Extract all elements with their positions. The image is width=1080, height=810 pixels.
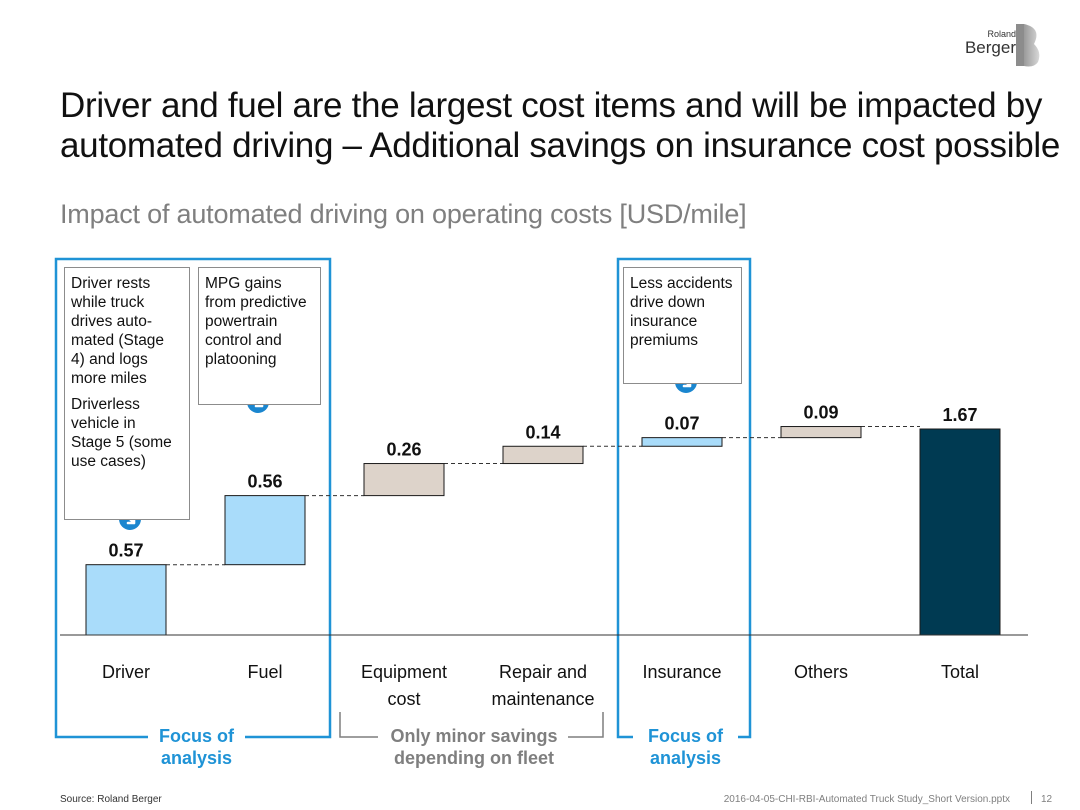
value-labels: 0.57 0.56 0.26 0.14 0.07 0.09 1.67 — [108, 403, 977, 561]
fuel-note: MPG gains from predictive powertrain con… — [198, 267, 321, 405]
category-label: Total — [941, 662, 979, 682]
value-label: 0.09 — [803, 403, 838, 423]
focus-label-right: Focus of analysis — [637, 725, 734, 769]
bar-total — [919, 428, 1001, 636]
fuel-note-text: MPG gains from predictive powertrain con… — [205, 275, 307, 368]
focus-label-left: Focus of analysis — [148, 725, 245, 769]
bar-driver — [85, 564, 167, 636]
value-label: 0.57 — [108, 541, 143, 561]
footer-source: Source: Roland Berger — [60, 794, 162, 805]
bar-equipment-cost — [363, 463, 445, 497]
bar-fuel — [224, 495, 306, 566]
focus-frame-right — [616, 257, 752, 739]
minor-bracket-right — [565, 712, 604, 738]
footer-filename: 2016-04-05-CHI-RBI-Automated Truck Study… — [723, 794, 1010, 805]
category-label: Insurance — [642, 662, 721, 682]
insurance-note: Less accidents drive down insurance prem… — [623, 267, 742, 384]
bar-others — [780, 426, 862, 439]
value-label: 0.07 — [664, 414, 699, 434]
insurance-note-text: Less accidents drive down insurance prem… — [630, 275, 733, 349]
focus-frame-left — [54, 257, 332, 739]
category-label: Driver — [102, 662, 150, 682]
footer-separator — [1031, 791, 1032, 804]
logo-b-icon — [1016, 24, 1040, 67]
driver-note-text-2: Driverless vehicle in Stage 5 (some use … — [71, 396, 172, 470]
minor-bracket — [339, 712, 378, 738]
bar-repair-and-maintenance — [502, 445, 584, 465]
category-label: Fuel — [247, 662, 282, 682]
value-label: 0.26 — [386, 440, 421, 460]
category-label: Equipment cost — [361, 662, 447, 709]
logo-big-text: Berger — [964, 38, 1016, 57]
category-label: Repair and maintenance — [491, 662, 594, 709]
bars — [85, 426, 1001, 636]
minor-savings-label: Only minor savings depending on fleet — [380, 725, 568, 769]
focus-frames — [54, 257, 752, 739]
logo-small-text: Roland — [987, 29, 1016, 39]
value-label: 0.14 — [525, 422, 560, 442]
driver-note-text-1: Driver rests while truck drives auto- ma… — [71, 275, 165, 387]
value-label: 0.56 — [247, 472, 282, 492]
value-label: 1.67 — [942, 405, 977, 425]
connector-lines — [166, 426, 920, 566]
page-title: Driver and fuel are the largest cost ite… — [60, 86, 1061, 165]
roland-berger-logo: Roland Berger — [965, 22, 1042, 70]
driver-note: Driver rests while truck drives auto- ma… — [64, 267, 190, 520]
category-label: Others — [794, 662, 848, 682]
chart-subtitle: Impact of automated driving on operating… — [60, 199, 747, 229]
bar-insurance — [641, 437, 723, 447]
category-labels: Driver Fuel Equipment cost Repair and mainten… — [102, 662, 979, 709]
page-number: 12 — [1041, 794, 1053, 805]
